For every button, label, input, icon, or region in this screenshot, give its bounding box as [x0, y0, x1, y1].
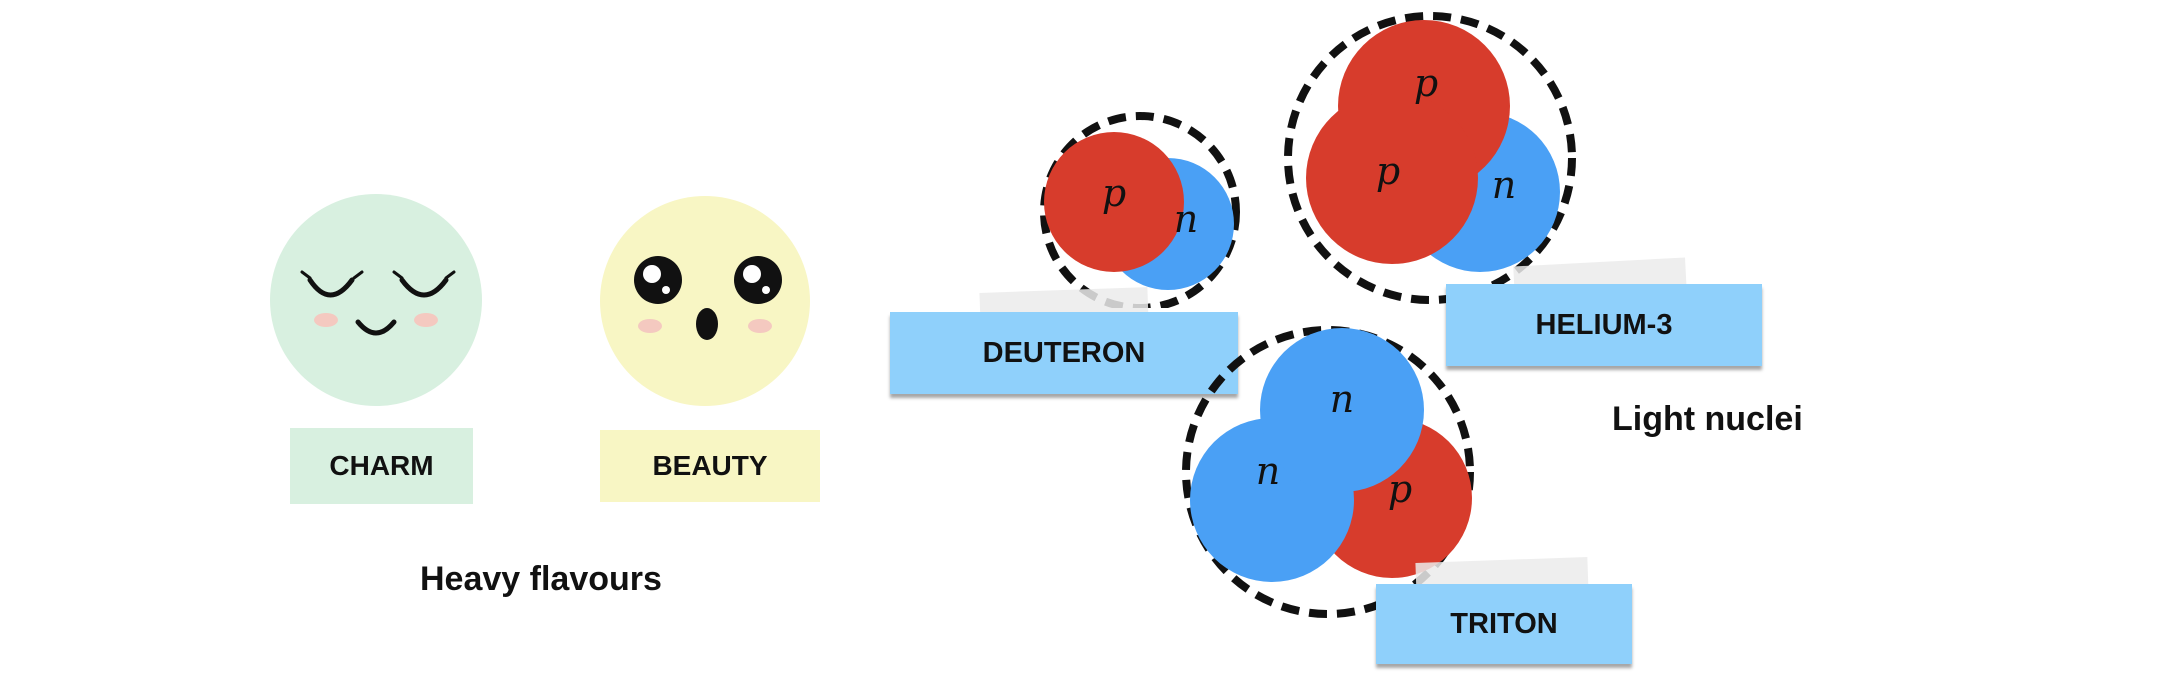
helium3-boundary [1284, 12, 1576, 304]
deuteron-label: DEUTERON [890, 312, 1238, 394]
triton-neutron-left-symbol: n [1256, 449, 1280, 493]
light-nuclei-caption: Light nuclei [1612, 400, 1803, 438]
charm-mouth [355, 319, 397, 336]
triton-neutron-top [1260, 328, 1424, 492]
triton-label: TRITON [1376, 584, 1632, 664]
beauty-face-icon [600, 196, 810, 406]
deuteron-icon: p n [1040, 112, 1240, 308]
deuteron-neutron-symbol: n [1174, 197, 1198, 241]
helium3-label: HELIUM-3 [1446, 284, 1762, 366]
charm-right-cheek [414, 313, 438, 327]
charm-face-icon [270, 194, 482, 406]
triton-proton-symbol: p [1388, 467, 1412, 511]
helium3-neutron-symbol: n [1492, 163, 1516, 207]
charm-face [270, 194, 482, 406]
charm-left-cheek [314, 313, 338, 327]
beauty-right-cheek [748, 319, 772, 333]
heavy-flavours-caption: Heavy flavours [420, 560, 662, 598]
helium3-proton-top-symbol: p [1414, 61, 1438, 105]
triton-neutron-top-symbol: n [1330, 377, 1354, 421]
deuteron-boundary [1040, 112, 1240, 308]
beauty-face [600, 196, 810, 406]
charm-label: CHARM [290, 428, 473, 504]
helium3-icon: p p n [1284, 12, 1576, 304]
deuteron-proton-symbol: p [1102, 171, 1126, 215]
helium3-proton-bottom-symbol: p [1376, 149, 1400, 193]
helium3-proton-bottom [1306, 92, 1478, 264]
triton-icon: n n p [1182, 326, 1474, 618]
beauty-mouth [696, 308, 718, 340]
charm-left-eye [307, 277, 355, 298]
beauty-left-cheek [638, 319, 662, 333]
charm-right-eye [399, 277, 449, 298]
triton-boundary [1182, 326, 1474, 618]
deuteron-proton [1044, 132, 1184, 272]
beauty-label: BEAUTY [600, 430, 820, 502]
